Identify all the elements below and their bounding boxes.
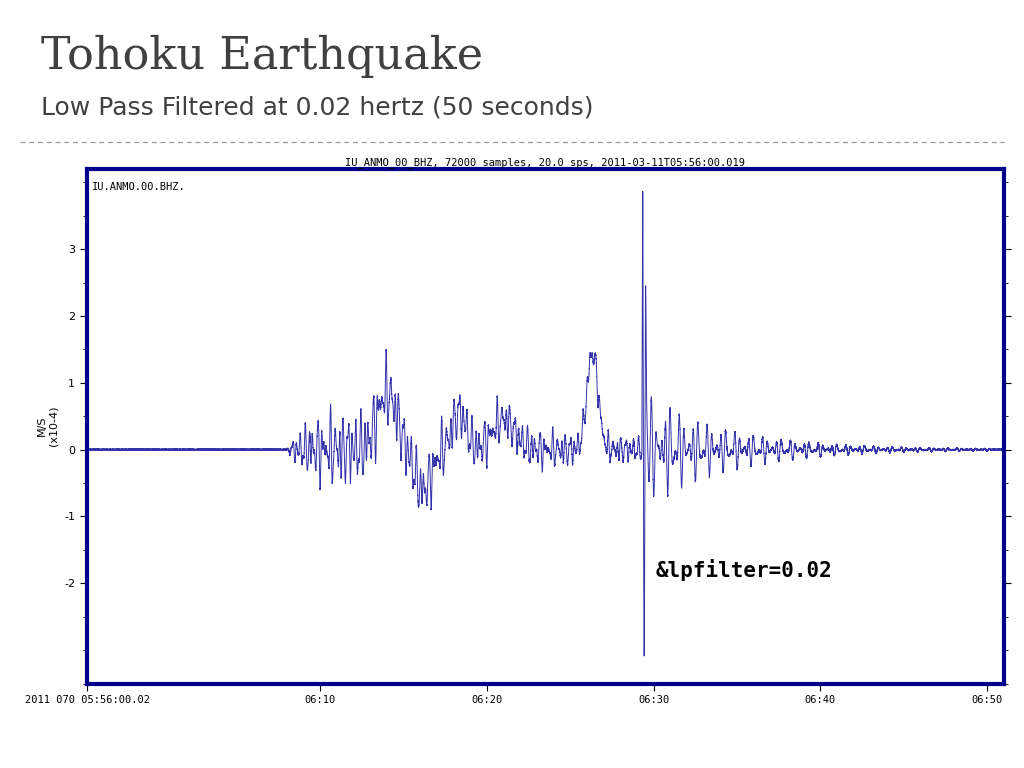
Text: Tohoku Earthquake: Tohoku Earthquake — [41, 35, 483, 78]
Text: &lpfilter=0.02: &lpfilter=0.02 — [655, 558, 833, 581]
Text: Low Pass Filtered at 0.02 hertz (50 seconds): Low Pass Filtered at 0.02 hertz (50 seco… — [41, 96, 594, 120]
Y-axis label: M/S
(x10-4): M/S (x10-4) — [37, 406, 58, 446]
Text: IU.ANMO.00.BHZ.: IU.ANMO.00.BHZ. — [91, 182, 185, 192]
Title: IU_ANMO_00_BHZ, 72000 samples, 20.0 sps, 2011-03-11T05:56:00.019: IU_ANMO_00_BHZ, 72000 samples, 20.0 sps,… — [345, 157, 745, 167]
